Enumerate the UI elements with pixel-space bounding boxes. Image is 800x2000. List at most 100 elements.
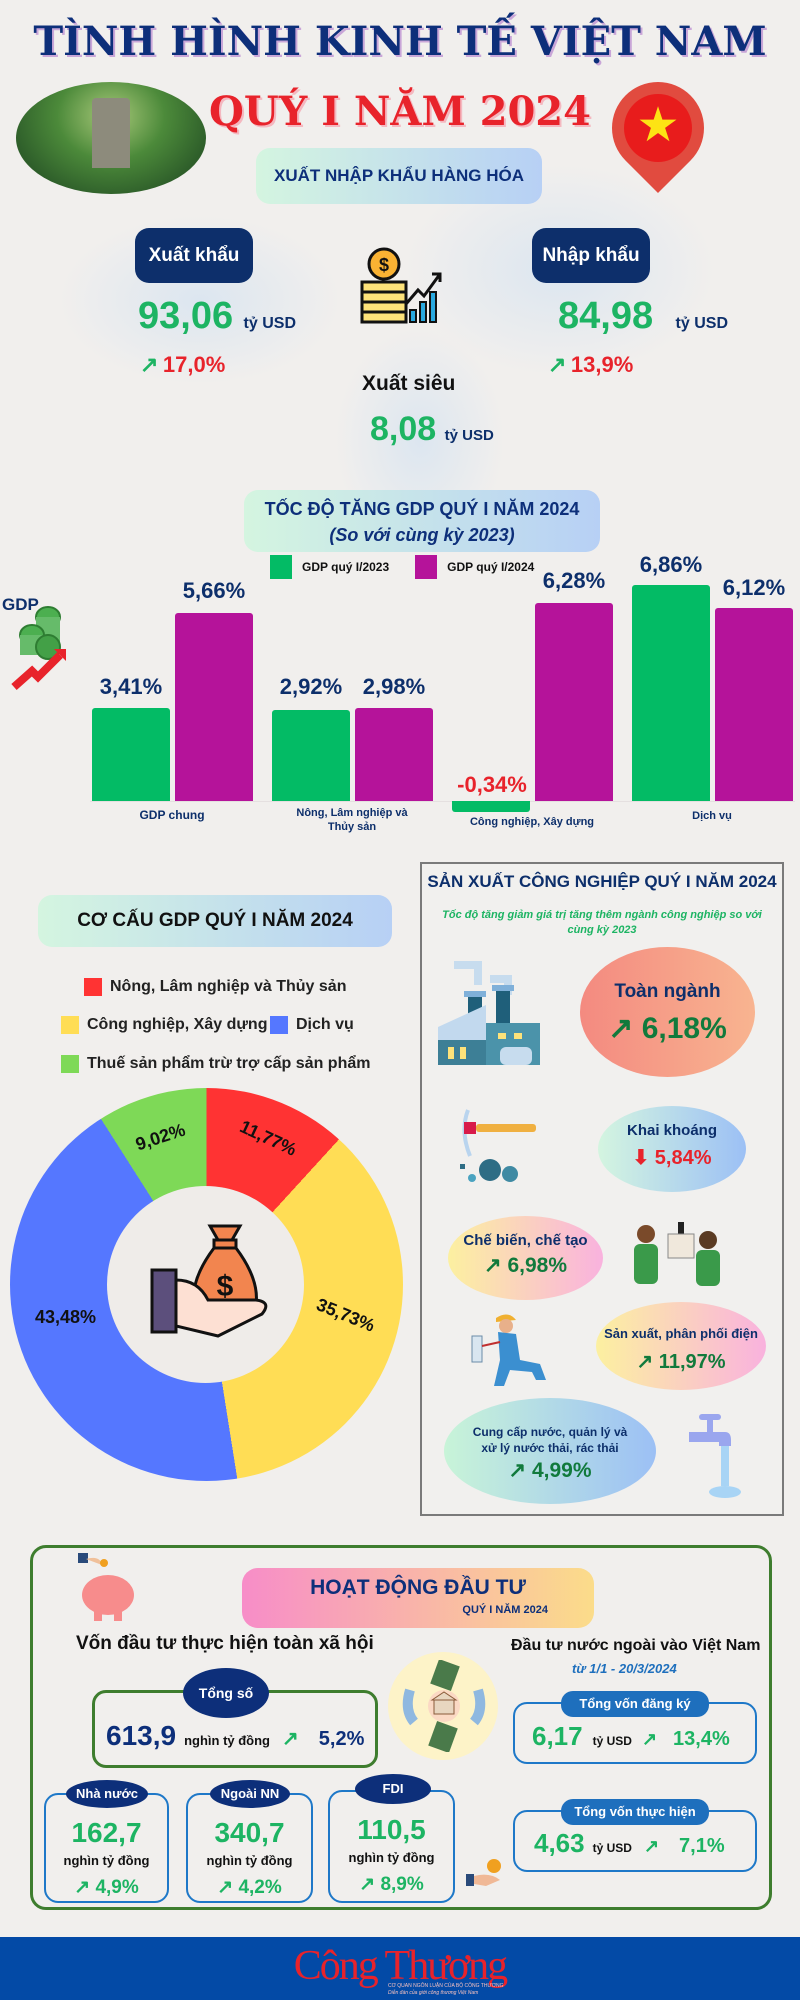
svg-text:$: $ xyxy=(379,255,389,275)
disbursed-capital-row: 4,63 tỷ USD ↗ 7,1% xyxy=(534,1828,725,1859)
fdi-investment-growth-row: ↗ 8,9% xyxy=(330,1873,453,1896)
total-investment-value: 613,9 xyxy=(106,1720,177,1751)
manufacturing-value: 6,98% xyxy=(507,1254,567,1277)
private-investment-value: 340,7 xyxy=(214,1817,285,1848)
legend-item-industry: Công nghiệp, Xây dựng xyxy=(61,1016,267,1034)
export-growth: 17,0% xyxy=(162,352,226,377)
private-investment-unit: nghìn tỷ đồng xyxy=(206,1853,293,1868)
category-agriculture: Nông, Lâm nghiệp và Thủy sản xyxy=(282,806,422,834)
label-services-2024: 6,12% xyxy=(722,575,786,600)
surplus-label: Xuất siêu xyxy=(362,372,456,395)
electricity-label: Sản xuất, phân phối điện xyxy=(604,1326,758,1341)
category-services: Dịch vụ xyxy=(692,810,732,822)
category-agriculture-line2: Thủy sản xyxy=(327,821,377,833)
legend-label: Dịch vụ xyxy=(296,1016,354,1033)
investment-title: HOẠT ĐỘNG ĐẦU TƯ xyxy=(310,1576,526,1599)
factory-workers-icon xyxy=(634,1222,720,1286)
water-bubble: Cung cấp nước, quản lý và xử lý nước thả… xyxy=(444,1398,656,1504)
investment-panel xyxy=(30,1545,772,1910)
turtle-tower-icon xyxy=(92,98,130,168)
legend-swatch xyxy=(61,1016,79,1034)
disbursed-capital-label: Tổng vốn thực hiện xyxy=(561,1799,709,1825)
state-investment-growth: 4,9% xyxy=(95,1877,139,1898)
gdp-icon-label: GDP xyxy=(2,595,39,614)
electricity-value: 11,97% xyxy=(658,1351,726,1373)
export-value-group: 93,06 tỷ USD xyxy=(138,295,296,338)
fdi-investment-unit: nghìn tỷ đồng xyxy=(348,1850,435,1865)
category-agriculture-line1: Nông, Lâm nghiệp và xyxy=(296,807,408,819)
legend-swatch-2024 xyxy=(415,555,438,579)
legend-item-services: Dịch vụ xyxy=(270,1016,354,1034)
mining-label: Khai khoáng xyxy=(626,1122,717,1139)
bar-services-2024 xyxy=(715,608,793,801)
label-gdp-chung-2024: 5,66% xyxy=(182,578,246,603)
label-agriculture-2023: 2,92% xyxy=(279,674,343,699)
legend-label: Công nghiệp, Xây dựng xyxy=(87,1016,268,1033)
piggy-bank-icon xyxy=(78,1553,134,1621)
water-value: 4,99% xyxy=(531,1459,592,1482)
surplus-value: 8,08 xyxy=(370,410,437,448)
manufacturing-bubble: Chế biến, chế tạo ↗ 6,98% xyxy=(448,1216,603,1300)
trade-section-title: XUẤT NHẬP KHẨU HÀNG HÓA xyxy=(256,148,542,204)
export-label: Xuất khẩu xyxy=(135,228,253,283)
import-value: 84,98 xyxy=(558,295,654,337)
legend-swatch xyxy=(270,1016,288,1034)
total-industry-value-row: ↗ 6,18% xyxy=(580,1011,755,1046)
export-growth-group: ↗ 17,0% xyxy=(140,352,225,378)
gdp-growth-title: TỐC ĐỘ TĂNG GDP QUÝ I NĂM 2024 (So với c… xyxy=(244,490,600,552)
trend-up-icon: ↗ xyxy=(548,352,567,377)
bar-gdp-chung-2023 xyxy=(92,708,170,801)
disbursed-capital-value: 4,63 xyxy=(534,1828,585,1858)
star-icon: ★ xyxy=(636,99,680,152)
import-growth: 13,9% xyxy=(570,352,634,377)
svg-text:$: $ xyxy=(217,1270,234,1303)
footer-bar xyxy=(0,1937,800,2000)
legend-label-2023: GDP quý I/2023 xyxy=(302,560,390,574)
electrician-icon xyxy=(471,1314,546,1386)
bar-agriculture-2024 xyxy=(355,708,433,801)
trend-up-icon: ↗ xyxy=(217,1877,234,1898)
legend-item-taxes: Thuế sản phẩm trừ trợ cấp sản phẩm xyxy=(61,1055,370,1073)
import-label: Nhập khẩu xyxy=(532,228,650,283)
state-investment-box: 162,7 nghìn tỷ đồng ↗ 4,9% xyxy=(44,1793,169,1903)
total-investment-unit: nghìn tỷ đồng xyxy=(184,1733,270,1748)
label-gdp-chung-2023: 3,41% xyxy=(99,674,163,699)
state-investment-growth-row: ↗ 4,9% xyxy=(46,1876,167,1899)
import-value-group: 84,98 tỷ USD xyxy=(558,295,728,338)
disbursed-capital-unit: tỷ USD xyxy=(592,1841,632,1855)
industry-subtitle: Tốc độ tăng giảm giá trị tăng thêm ngành… xyxy=(442,909,762,936)
legend-swatch-2023 xyxy=(270,555,292,579)
trend-up-icon: ↗ xyxy=(282,1728,299,1750)
gdp-growth-title-text: TỐC ĐỘ TĂNG GDP QUÝ I NĂM 2024 xyxy=(264,499,580,519)
label-industry-2023: -0,34% xyxy=(457,772,527,797)
cong-thuong-logo[interactable]: Công Thương xyxy=(293,1943,508,1989)
category-gdp-chung: GDP chung xyxy=(139,808,205,822)
trend-up-icon: ↗ xyxy=(74,1877,91,1898)
trend-up-icon: ↗ xyxy=(636,1351,654,1373)
registered-capital-unit: tỷ USD xyxy=(592,1734,632,1748)
surplus-value-group: 8,08 tỷ USD xyxy=(370,410,494,449)
legend-swatch xyxy=(84,978,102,996)
import-unit: tỷ USD xyxy=(675,315,728,332)
bar-industry-2023 xyxy=(452,801,530,812)
trend-up-icon: ↗ xyxy=(359,1874,376,1895)
legend-swatch xyxy=(61,1055,79,1073)
mining-value: 5,84% xyxy=(654,1147,712,1169)
private-investment-growth: 4,2% xyxy=(238,1877,282,1898)
electricity-value-row: ↗ 11,97% xyxy=(596,1349,766,1374)
factory-icon xyxy=(438,961,540,1065)
label-services-2023: 6,86% xyxy=(639,552,703,577)
state-investment-label: Nhà nước xyxy=(66,1780,148,1808)
disbursed-capital-growth: 7,1% xyxy=(679,1835,725,1857)
fdi-investment-value: 110,5 xyxy=(357,1814,426,1845)
money-bag-hand-icon: $ xyxy=(150,1224,268,1338)
total-investment-label: Tổng số xyxy=(183,1668,269,1718)
fdi-investment-box: 110,5 nghìn tỷ đồng ↗ 8,9% xyxy=(328,1790,455,1903)
bar-gdp-chung-2024 xyxy=(175,613,253,801)
trend-up-icon: ↗ xyxy=(608,1012,634,1045)
mining-value-row: ⬇ 5,84% xyxy=(598,1145,746,1170)
bar-industry-2024 xyxy=(535,603,613,801)
page-title: TÌNH HÌNH KINH TẾ VIỆT NAM xyxy=(33,18,767,65)
footer-tagline-2: Diễn đàn của giới công thương Việt Nam xyxy=(388,1990,479,1996)
private-investment-box: 340,7 nghìn tỷ đồng ↗ 4,2% xyxy=(186,1793,313,1903)
